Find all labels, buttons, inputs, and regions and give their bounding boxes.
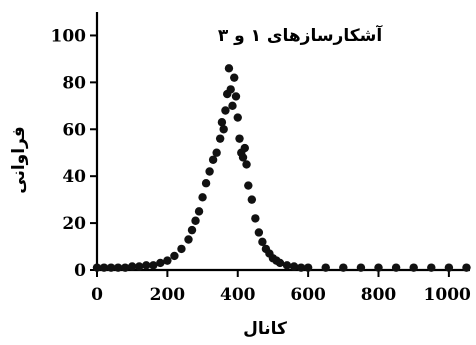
x-tick-label: 400	[220, 285, 256, 305]
data-point	[205, 167, 214, 176]
data-point	[170, 251, 179, 261]
y-tick-label: 100	[51, 26, 87, 46]
data-series	[92, 64, 471, 272]
data-point	[444, 263, 454, 272]
data-point	[339, 263, 348, 272]
data-point	[215, 134, 225, 143]
data-point	[242, 160, 251, 169]
data-point	[177, 244, 186, 254]
x-tick-label: 200	[150, 285, 186, 305]
data-point	[135, 262, 144, 271]
data-point	[228, 101, 237, 111]
data-point	[231, 92, 241, 101]
data-point	[106, 263, 116, 272]
data-point	[149, 261, 158, 270]
data-point	[219, 125, 228, 134]
data-point	[244, 181, 253, 190]
data-point	[391, 263, 401, 272]
x-tick-label: 0	[91, 285, 103, 305]
data-point	[321, 263, 330, 272]
data-point	[99, 263, 109, 272]
data-point	[226, 85, 235, 94]
data-point	[233, 113, 242, 122]
data-point	[254, 228, 264, 237]
data-point	[235, 134, 244, 143]
data-point	[120, 263, 130, 272]
y-tick-label: 40	[62, 167, 86, 187]
data-point	[184, 235, 193, 244]
data-point	[201, 179, 211, 188]
data-point	[163, 256, 172, 265]
data-point	[275, 258, 285, 268]
data-point	[282, 261, 292, 270]
y-tick-label: 0	[74, 261, 86, 281]
y-tick-label: 80	[62, 73, 86, 93]
chart-title: آشکارسازهای ۱ و ۳	[218, 24, 384, 46]
x-tick-label: 800	[361, 285, 397, 305]
data-point	[409, 263, 418, 272]
data-point	[156, 258, 165, 268]
data-point	[142, 261, 151, 270]
data-point	[212, 148, 221, 157]
data-point	[194, 207, 204, 216]
data-point	[303, 263, 313, 272]
x-tick-label: 600	[290, 285, 326, 305]
data-point	[238, 153, 248, 162]
data-point	[240, 143, 249, 153]
data-point	[289, 262, 299, 271]
data-point	[113, 263, 123, 272]
data-point	[296, 263, 306, 272]
y-ticks: 0 20 40 60 80 100	[51, 26, 97, 281]
data-point	[221, 106, 230, 115]
data-point	[92, 263, 102, 272]
data-point	[191, 216, 200, 225]
y-axis-label: فراوانی	[9, 126, 29, 194]
data-point	[251, 214, 260, 223]
axes	[95, 12, 470, 272]
x-axis-label: کانال	[243, 319, 287, 339]
x-ticks: 0 200 400 600 800 1000	[91, 270, 471, 305]
data-point	[247, 195, 257, 204]
y-tick-label: 60	[62, 120, 86, 140]
data-point	[462, 263, 471, 272]
data-point	[198, 193, 207, 202]
data-point	[230, 73, 239, 82]
y-tick-label: 20	[62, 214, 86, 234]
data-point	[356, 263, 366, 272]
data-point	[224, 64, 234, 73]
data-point	[127, 262, 137, 271]
data-point	[217, 118, 227, 127]
data-point	[374, 263, 383, 272]
data-point	[427, 263, 436, 272]
data-point	[208, 155, 218, 164]
data-point	[258, 237, 267, 247]
x-tick-label: 1000	[424, 285, 471, 305]
data-point	[187, 225, 197, 235]
